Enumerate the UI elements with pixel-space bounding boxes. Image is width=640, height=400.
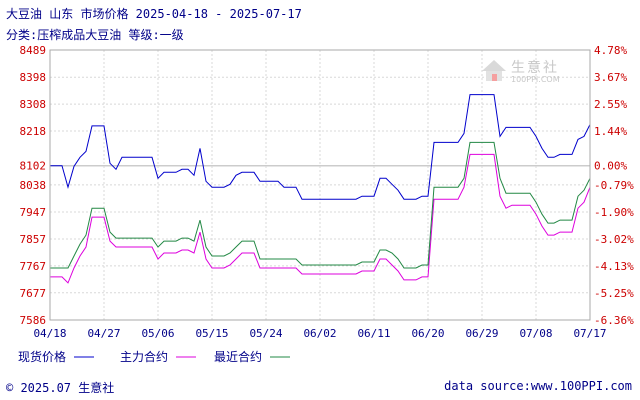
- y-right-tick-label: 1.44%: [594, 125, 627, 138]
- y-right-tick-label: -0.79%: [594, 179, 634, 192]
- y-left-tick-label: 8102: [20, 160, 47, 173]
- y-right-tick-label: -1.90%: [594, 206, 634, 219]
- x-tick-label: 06/02: [303, 327, 336, 340]
- y-left-tick-label: 7767: [20, 260, 47, 273]
- y-right-tick-label: 3.67%: [594, 71, 627, 84]
- y-left-tick-label: 7947: [20, 206, 47, 219]
- chart-title: 大豆油 山东 市场价格 2025-04-18 - 2025-07-17: [6, 7, 302, 21]
- y-right-tick-label: 4.78%: [594, 44, 627, 57]
- y-left-tick-label: 8398: [20, 71, 47, 84]
- x-tick-label: 04/18: [33, 327, 66, 340]
- y-right-tick-label: -4.13%: [594, 260, 634, 273]
- y-left-tick-label: 7586: [20, 314, 47, 327]
- plot-frame: [49, 49, 591, 321]
- x-tick-label: 05/06: [141, 327, 174, 340]
- y-left-tick-label: 7857: [20, 233, 47, 246]
- y-right-tick-label: -5.25%: [594, 287, 634, 300]
- watermark: 生意社 100PPI.COM: [481, 54, 581, 90]
- series-line: [50, 153, 591, 284]
- x-tick-label: 07/08: [519, 327, 552, 340]
- legend-label: 现货价格: [18, 349, 66, 364]
- x-tick-label: 06/20: [411, 327, 444, 340]
- x-tick-label: 06/29: [465, 327, 498, 340]
- y-left-tick-label: 8489: [20, 44, 47, 57]
- y-right-tick-label: 0.00%: [594, 160, 627, 173]
- legend-label: 主力合约: [120, 349, 168, 364]
- watermark-site: 100PPI.COM: [511, 75, 560, 84]
- y-right-tick-label: 2.55%: [594, 98, 627, 111]
- x-tick-label: 04/27: [87, 327, 120, 340]
- legend-label: 最近合约: [214, 349, 262, 364]
- y-right-tick-label: -3.02%: [594, 233, 634, 246]
- y-right-tick-label: -6.36%: [594, 314, 634, 327]
- y-left-tick-label: 7677: [20, 287, 47, 300]
- x-tick-label: 05/15: [195, 327, 228, 340]
- series-line: [50, 141, 591, 269]
- x-tick-label: 07/17: [573, 327, 606, 340]
- source-url-link[interactable]: data source:www.100PPI.com: [444, 379, 632, 393]
- y-left-tick-label: 8038: [20, 179, 47, 192]
- y-left-tick-label: 8218: [20, 125, 47, 138]
- x-tick-label: 06/11: [357, 327, 390, 340]
- series-line: [50, 94, 591, 200]
- x-tick-label: 05/24: [249, 327, 282, 340]
- watermark-brand: 生意社: [511, 60, 559, 76]
- copyright-text: © 2025.07 生意社: [6, 381, 115, 395]
- y-left-tick-label: 8308: [20, 98, 47, 111]
- house-logo-icon: [482, 60, 506, 81]
- chart-subtitle: 分类:压榨成品大豆油 等级:一级: [6, 28, 184, 42]
